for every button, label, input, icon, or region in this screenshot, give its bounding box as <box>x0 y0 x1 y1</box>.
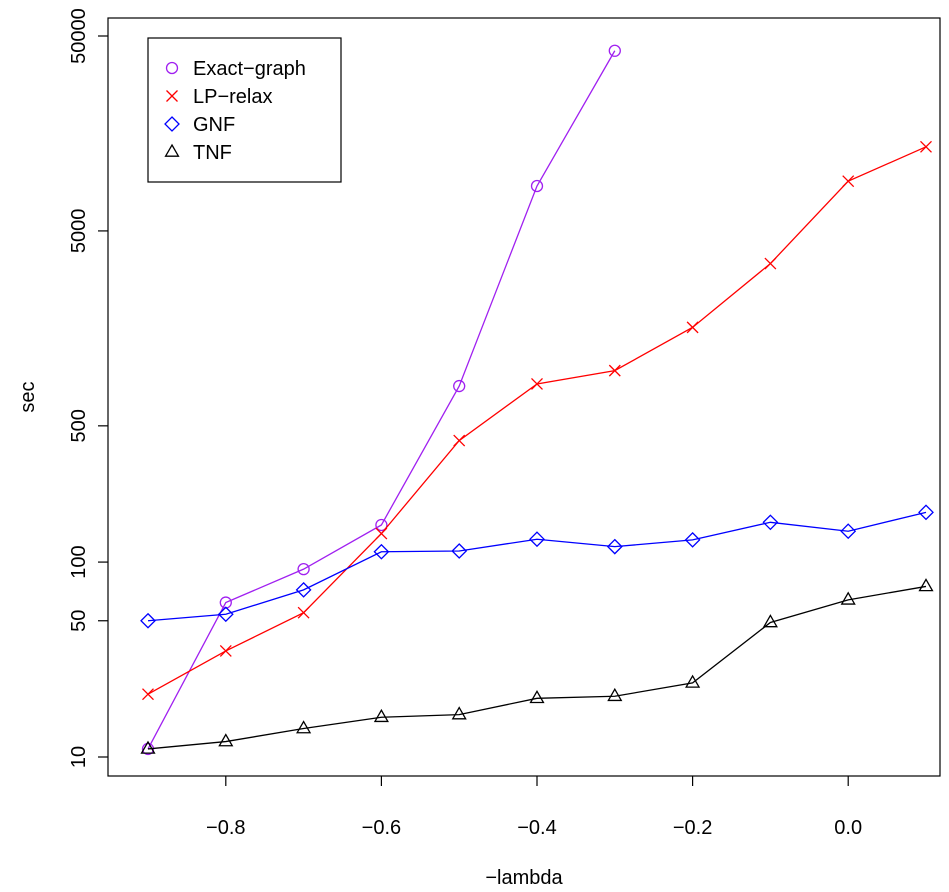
legend-label: GNF <box>193 114 235 136</box>
data-point <box>529 690 545 704</box>
x-tick-label: −0.2 <box>673 817 712 839</box>
data-point <box>685 674 701 688</box>
y-tick-label: 10 <box>68 746 90 768</box>
series-line <box>147 511 927 622</box>
data-point <box>218 733 234 747</box>
data-point <box>607 687 623 702</box>
data-point <box>373 543 390 560</box>
series-1 <box>142 140 932 701</box>
legend-marker <box>166 90 178 102</box>
y-tick-label: 100 <box>68 545 90 578</box>
legend-label: TNF <box>193 142 232 164</box>
y-tick-label: 50000 <box>68 8 90 64</box>
data-point <box>140 612 156 629</box>
data-point <box>762 514 779 531</box>
data-point <box>453 379 466 393</box>
data-point <box>531 378 543 390</box>
legend: Exact−graph LP−relax GNF TNF <box>147 37 342 183</box>
data-point <box>297 606 310 619</box>
data-point <box>530 179 544 193</box>
data-point <box>373 708 389 723</box>
data-point <box>918 504 934 521</box>
data-point <box>297 562 310 576</box>
y-axis-label: sec <box>17 381 39 412</box>
legend-label: Exact−graph <box>193 58 306 80</box>
legend-marker <box>165 61 179 75</box>
data-point <box>142 688 154 701</box>
data-point <box>295 581 312 598</box>
data-point <box>296 720 312 734</box>
data-point <box>375 527 388 540</box>
legend-label: LP−relax <box>193 86 273 108</box>
data-point <box>764 257 777 270</box>
x-tick-label: −0.6 <box>362 817 401 839</box>
x-tick-label: −0.8 <box>206 817 245 839</box>
legend-marker <box>164 116 180 132</box>
y-axis: 10 50 100 500 5000 50000 <box>68 8 108 768</box>
data-point <box>686 321 699 334</box>
data-point <box>451 543 468 559</box>
series-3 <box>140 578 934 754</box>
data-point <box>840 591 856 605</box>
series-layer <box>140 44 934 756</box>
legend-box <box>147 37 342 183</box>
x-tick-label: −0.4 <box>517 817 556 839</box>
x-axis: −0.8 −0.6 −0.4 −0.2 0.0 <box>206 776 862 839</box>
data-point <box>840 523 857 540</box>
legend-marker <box>164 143 180 157</box>
data-point <box>529 531 545 548</box>
data-point <box>842 175 855 188</box>
data-point <box>451 706 467 720</box>
data-point <box>453 434 466 447</box>
data-point <box>219 644 232 657</box>
x-axis-label: −lambda <box>485 867 563 889</box>
series-line <box>147 50 616 750</box>
y-tick-label: 500 <box>68 409 90 442</box>
data-point <box>608 44 621 57</box>
y-tick-label: 5000 <box>68 209 90 254</box>
data-point <box>684 531 701 548</box>
data-point <box>762 614 778 628</box>
data-point <box>920 140 932 153</box>
data-point <box>140 740 156 754</box>
x-tick-label: 0.0 <box>834 817 862 839</box>
series-2 <box>140 504 934 629</box>
data-point <box>375 518 388 532</box>
data-point <box>918 578 934 592</box>
y-tick-label: 50 <box>68 610 90 632</box>
series-line <box>147 146 927 695</box>
plot-box <box>107 17 941 777</box>
series-line <box>147 585 927 750</box>
data-point <box>606 538 623 555</box>
data-point <box>608 364 621 377</box>
data-point <box>217 606 234 623</box>
